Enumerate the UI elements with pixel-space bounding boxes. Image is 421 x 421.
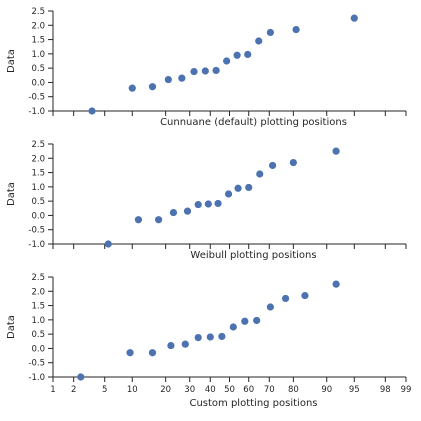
y-tick-label: 0.0 — [31, 78, 45, 88]
y-tick-label: 1.5 — [31, 169, 45, 179]
y-tick-label: 0.0 — [31, 344, 45, 354]
data-point — [253, 316, 261, 325]
data-point — [332, 147, 340, 155]
data-point — [244, 50, 252, 59]
subplot-1: -1.0 -0.5 0.0 0.5 1.0 1.5 2.0 2.5 Data Cunnuane (… — [6, 7, 407, 128]
x-tick-label: 70 — [264, 385, 275, 395]
data-point — [126, 349, 134, 357]
y-tick-label: 2.5 — [31, 140, 45, 150]
data-point — [194, 200, 202, 209]
data-point — [134, 216, 143, 224]
x-axis-title: Weibull plotting positions — [190, 250, 316, 261]
y-tick-label: 1.0 — [31, 316, 45, 326]
data-point — [154, 216, 163, 224]
data-point — [245, 183, 253, 192]
data-point — [183, 207, 192, 215]
y-axis-title: Data — [6, 182, 17, 206]
x-tick-label: 90 — [321, 385, 332, 395]
data-point — [206, 333, 214, 341]
data-point — [88, 107, 96, 115]
data-point — [204, 200, 212, 208]
data-point — [128, 84, 136, 92]
data-point — [190, 67, 198, 76]
data-point — [234, 184, 242, 192]
y-tick-label: -0.5 — [28, 359, 45, 369]
data-point — [167, 341, 175, 350]
y-tick-label: 1.0 — [31, 50, 45, 60]
data-point — [218, 332, 226, 341]
data-point — [241, 317, 249, 325]
x-tick-label: 2 — [71, 385, 76, 395]
x-tick-label: 30 — [184, 385, 195, 395]
data-point — [224, 190, 233, 198]
subplot-3: -1.0 -0.5 0.0 0.5 1.0 1.5 2.0 2.5 1 2 5 10 20 30 40 50 6… — [6, 273, 411, 409]
data-point — [229, 323, 237, 331]
y-tick-label: -1.0 — [28, 107, 45, 117]
data-point — [292, 25, 300, 34]
x-tick-label: 20 — [160, 385, 171, 395]
x-axis-title: Custom plotting positions — [189, 398, 317, 409]
x-tick-label: 50 — [224, 385, 235, 395]
x-tick-label: 98 — [380, 385, 391, 395]
data-point — [233, 51, 241, 59]
y-tick-label: 2.0 — [31, 154, 45, 164]
data-point — [148, 83, 157, 91]
x-tick-label: 60 — [243, 385, 254, 395]
y-tick-label: 1.0 — [31, 183, 45, 193]
x-tick-label: 1 — [50, 385, 55, 395]
data-point — [169, 208, 178, 217]
data-point — [164, 75, 172, 84]
x-tick-label: 95 — [349, 385, 360, 395]
x-tick-label: 99 — [401, 385, 412, 395]
x-tick-label: 10 — [127, 385, 138, 395]
data-point — [281, 294, 290, 303]
data-point — [255, 37, 263, 45]
y-axis-title: Data — [6, 315, 17, 339]
x-tick-label: 80 — [288, 385, 299, 395]
data-point — [104, 240, 112, 248]
x-tick-label: 40 — [205, 385, 216, 395]
data-point — [194, 333, 202, 342]
data-point — [332, 280, 340, 288]
y-tick-label: 2.5 — [31, 273, 45, 283]
data-point — [266, 303, 274, 311]
data-point — [256, 170, 264, 178]
y-tick-label: -1.0 — [28, 240, 45, 250]
y-tick-label: -0.5 — [28, 226, 45, 236]
y-tick-label: 0.5 — [31, 197, 45, 207]
y-tick-label: 1.5 — [31, 36, 45, 46]
data-point — [201, 67, 209, 75]
data-point — [214, 199, 222, 208]
y-tick-label: 0.5 — [31, 64, 45, 74]
y-tick-label: 0.5 — [31, 330, 45, 340]
data-point — [181, 340, 189, 348]
y-tick-label: 2.0 — [31, 287, 45, 297]
y-tick-label: -1.0 — [28, 373, 45, 383]
x-tick-label: 5 — [102, 385, 107, 395]
y-tick-label: 2.0 — [31, 21, 45, 31]
y-tick-label: 2.5 — [31, 7, 45, 17]
data-point — [223, 57, 231, 65]
x-axis-title: Cunnuane (default) plotting positions — [160, 117, 347, 128]
data-point — [301, 291, 309, 300]
y-axis-title: Data — [6, 49, 17, 73]
data-point — [350, 14, 358, 22]
data-point — [178, 74, 186, 82]
data-point — [212, 66, 220, 75]
y-tick-label: 1.5 — [31, 302, 45, 312]
data-point — [77, 373, 85, 381]
y-tick-label: -0.5 — [28, 93, 45, 103]
data-point — [289, 158, 297, 167]
data-point — [148, 349, 157, 357]
subplot-2: -1.0 -0.5 0.0 0.5 1.0 1.5 2.0 2.5 Data Weibull pl… — [6, 140, 407, 261]
y-tick-label: 0.0 — [31, 211, 45, 221]
data-point — [266, 28, 274, 37]
data-point — [268, 161, 277, 170]
